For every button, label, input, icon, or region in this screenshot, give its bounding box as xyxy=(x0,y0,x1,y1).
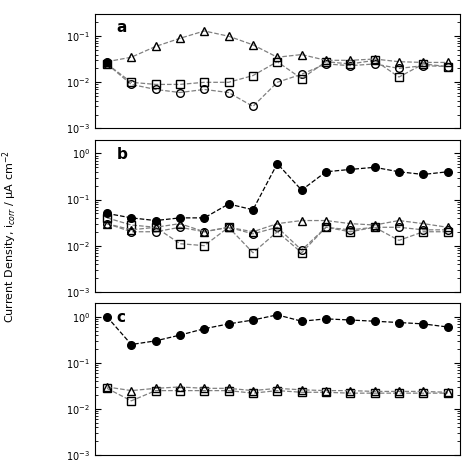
Text: Current Density, i$_{corr}$ / μA cm$^{-2}$: Current Density, i$_{corr}$ / μA cm$^{-2… xyxy=(0,151,19,323)
Text: c: c xyxy=(117,310,126,326)
Text: b: b xyxy=(117,147,128,162)
Text: a: a xyxy=(117,20,127,35)
